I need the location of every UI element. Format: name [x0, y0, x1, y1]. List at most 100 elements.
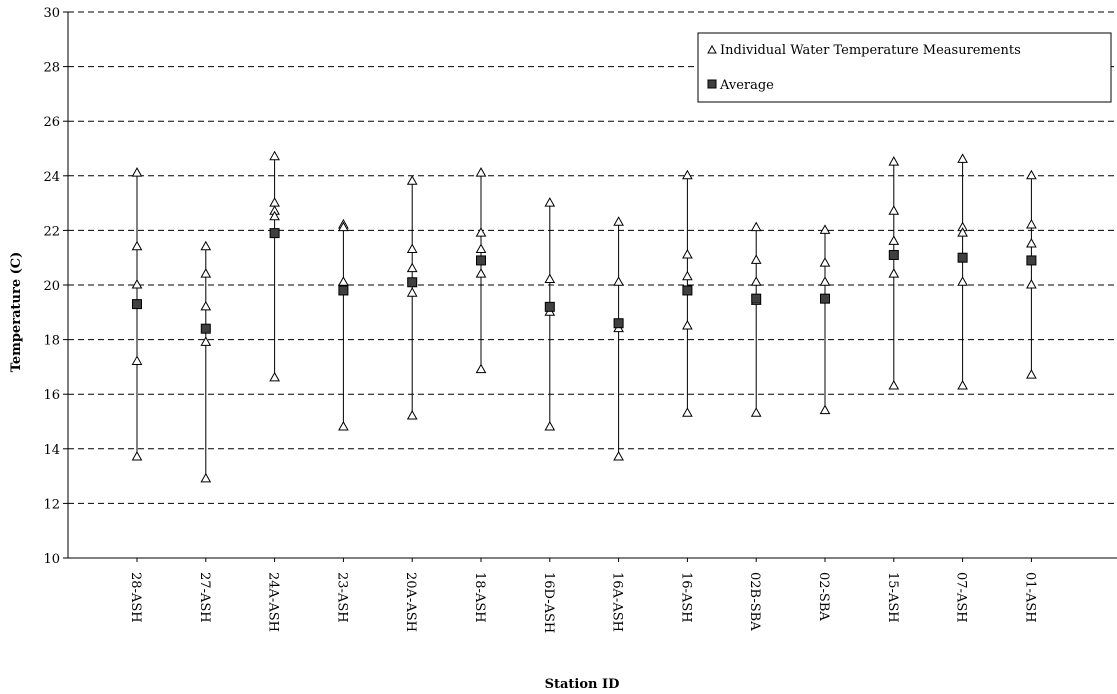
measurement-point: [200, 240, 212, 251]
y-tick-label: 18: [43, 334, 60, 349]
x-tick-label: 02-SBA: [816, 572, 831, 621]
measurement-point: [888, 156, 900, 166]
measurement-point: [888, 268, 900, 278]
measurement-point: [1026, 218, 1037, 229]
measurement-point: [957, 227, 968, 237]
measurement-point: [269, 371, 280, 382]
measurement-point: [406, 243, 418, 254]
measurement-point: [957, 153, 968, 163]
measurement-point: [750, 407, 762, 417]
x-axis-title: Station ID: [545, 677, 620, 692]
measurement-point: [544, 273, 556, 284]
legend: Individual Water Temperature Measurement…: [697, 32, 1112, 103]
average-point: [132, 299, 142, 310]
y-tick-label: 22: [43, 224, 60, 239]
legend-label-average: Average: [719, 78, 774, 93]
y-axis-title: Temperature (C): [9, 252, 24, 373]
legend-box: [697, 32, 1112, 103]
measurement-point: [131, 278, 143, 289]
average-point: [957, 252, 968, 263]
y-tick-label: 28: [43, 61, 60, 76]
measurement-point: [888, 205, 900, 215]
measurement-point: [613, 216, 624, 226]
measurement-point: [957, 276, 968, 286]
measurement-point: [1026, 169, 1037, 180]
range-lines: [136, 156, 1032, 479]
measurement-point: [406, 262, 418, 273]
measurement-point: [131, 167, 143, 177]
measurement-point: [613, 276, 624, 286]
measurement-point: [819, 276, 831, 286]
measurement-point: [200, 268, 212, 278]
measurement-point: [131, 355, 143, 365]
measurement-point: [682, 169, 693, 180]
measurement-point: [269, 210, 280, 221]
y-tick-label: 14: [43, 443, 60, 458]
measurement-point: [957, 379, 968, 390]
x-tick-label: 15-ASH: [885, 572, 900, 623]
average-point: [476, 255, 486, 266]
measurement-points: [131, 150, 1037, 483]
x-tick-label: 20A-ASH: [403, 572, 418, 632]
measurement-point: [406, 410, 418, 420]
y-tick-label: 30: [43, 6, 60, 21]
y-tick-label: 12: [43, 497, 60, 512]
x-tick-label: 16A-ASH: [610, 572, 625, 632]
measurement-point: [544, 197, 556, 207]
measurement-point: [1026, 278, 1037, 289]
measurement-point: [475, 167, 487, 177]
measurement-point: [338, 276, 349, 286]
measurement-point: [338, 420, 349, 431]
measurement-point: [200, 472, 212, 483]
average-point: [682, 285, 693, 296]
average-point: [407, 277, 418, 288]
average-point: [820, 293, 830, 304]
x-tick-label: 24A-ASH: [266, 572, 281, 632]
measurement-point: [475, 227, 487, 237]
measurement-point: [750, 254, 762, 264]
x-tick-label: 02B-SBA: [747, 572, 762, 631]
y-tick-label: 20: [43, 279, 60, 294]
average-points: [132, 228, 1037, 334]
measurement-point: [1026, 369, 1037, 379]
measurement-point: [544, 420, 556, 431]
average-point: [1026, 255, 1037, 266]
legend-square-icon: [707, 79, 717, 89]
measurement-point: [200, 300, 212, 311]
measurement-point: [750, 221, 762, 232]
average-point: [751, 293, 762, 304]
measurement-point: [200, 336, 212, 346]
measurement-point: [819, 224, 831, 234]
x-tick-label: 27-ASH: [197, 572, 212, 623]
measurement-point: [613, 450, 624, 461]
measurement-point: [131, 450, 143, 461]
measurement-point: [475, 243, 487, 254]
y-tick-labels: 10 12 14 16 18 20 22 24 26 28 30: [43, 6, 60, 567]
legend-triangle-icon: [707, 44, 717, 54]
measurement-point: [682, 407, 693, 417]
measurement-point: [888, 235, 900, 245]
measurement-point: [406, 287, 418, 297]
y-tick-label: 24: [43, 170, 60, 185]
x-tick-label: 01-ASH: [1022, 572, 1037, 623]
x-tick-label: 18-ASH: [472, 572, 487, 623]
average-point: [200, 323, 211, 334]
measurement-point: [682, 248, 693, 259]
x-tick-label: 16D-ASH: [541, 572, 556, 633]
x-tick-label: 16-ASH: [678, 572, 693, 623]
measurement-point: [819, 257, 831, 267]
measurement-point: [475, 363, 487, 374]
measurement-point: [750, 276, 762, 286]
measurement-point: [338, 221, 349, 232]
y-tick-label: 10: [43, 552, 60, 567]
average-point: [338, 285, 349, 296]
y-tick-label: 16: [43, 388, 60, 403]
x-tick-label: 28-ASH: [128, 572, 143, 623]
measurement-point: [131, 240, 143, 251]
measurement-point: [475, 268, 487, 278]
legend-label-measurements: Individual Water Temperature Measurement…: [720, 43, 1021, 58]
x-tick-label: 07-ASH: [954, 572, 969, 623]
x-tick-label: 23-ASH: [334, 572, 349, 623]
average-point: [544, 301, 555, 312]
